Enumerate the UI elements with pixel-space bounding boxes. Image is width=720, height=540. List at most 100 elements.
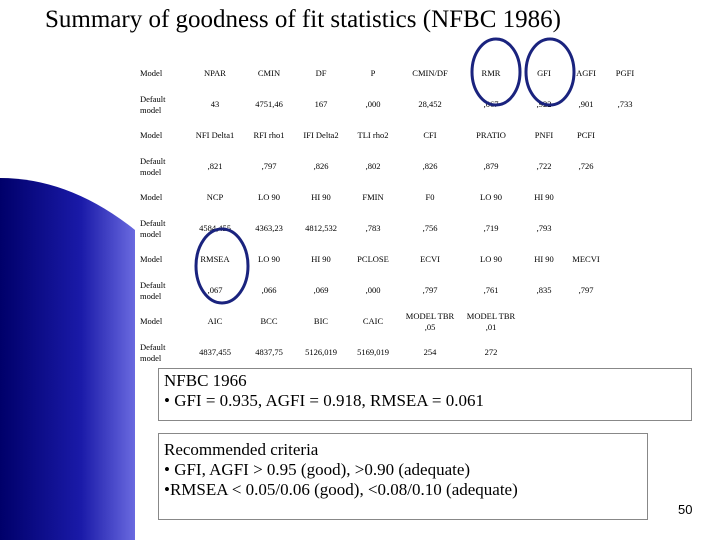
table-cell: ,069 [313, 285, 329, 296]
text-line: •RMSEA < 0.05/0.06 (good), <0.08/0.10 (a… [164, 480, 518, 499]
table-cell: MODEL TBR ,01 [466, 310, 516, 332]
table-cell: 4363,23 [255, 223, 283, 234]
table-row: Model AIC BCC BIC CAIC MODEL TBR ,05 MODEL TBR… [135, 306, 645, 337]
table-cell: ,797 [578, 285, 594, 296]
table-cell: Model [140, 192, 163, 203]
table-cell: Model [140, 68, 163, 79]
text-line: NFBC 1966 [164, 371, 247, 390]
table-cell: ,066 [261, 285, 277, 296]
table-cell: AIC [207, 316, 223, 327]
empty-cell [605, 182, 645, 213]
table-cell: Default model [140, 93, 166, 115]
table-cell: PRATIO [476, 130, 506, 141]
table-row: Default model 4837,455 4837,75 5126,019 5169… [135, 337, 645, 368]
table-row: Default model ,821 ,797 ,826 ,802 ,826 ,879 ,72… [135, 151, 645, 182]
table-cell: ,797 [422, 285, 438, 296]
table-cell: ,726 [578, 161, 594, 172]
table-cell: CFI [423, 130, 437, 141]
table-cell: 28,452 [418, 99, 442, 110]
table-cell: Default model [140, 217, 166, 239]
table-cell: ,826 [422, 161, 438, 172]
table-cell: Model [140, 254, 163, 265]
empty-cell [605, 337, 645, 368]
table-cell: Default model [140, 279, 166, 301]
table-cell: IFI Delta2 [303, 130, 339, 141]
table-cell: MECVI [572, 254, 600, 265]
table-cell: PCFI [577, 130, 595, 141]
table-cell: ,802 [365, 161, 381, 172]
table-cell: ,826 [313, 161, 329, 172]
empty-cell [521, 337, 567, 368]
table-cell: ,835 [536, 285, 552, 296]
table-cell: LO 90 [480, 192, 502, 203]
table-row: Model NFI Delta1 RFI rho1 IFI Delta2 TLI rho… [135, 120, 645, 151]
table-cell: MODEL TBR ,05 [405, 310, 455, 332]
title: Summary of goodness of fit statistics (N… [45, 6, 561, 33]
table-row: Model RMSEA LO 90 HI 90 PCLOSE ECVI LO 90 HI 90… [135, 244, 645, 275]
table-cell: BCC [260, 316, 278, 327]
table-cell: LO 90 [258, 192, 280, 203]
table-cell: HI 90 [534, 254, 554, 265]
table-cell: NCP [206, 192, 224, 203]
empty-cell [605, 244, 645, 275]
empty-cell [567, 213, 605, 244]
table-cell: ,793 [536, 223, 552, 234]
table-cell: ,797 [261, 161, 277, 172]
table-cell: 4584,455 [199, 223, 231, 234]
table-cell: PGFI [615, 68, 635, 79]
table-cell: 4751,46 [255, 99, 283, 110]
table-cell: CMIN [257, 68, 281, 79]
text-line: • GFI, AGFI > 0.95 (good), >0.90 (adequa… [164, 460, 471, 479]
table-cell: NPAR [204, 68, 226, 79]
table-cell: Model [140, 130, 163, 141]
table-cell: Model [140, 316, 163, 327]
table-cell: Default model [140, 155, 166, 177]
table-cell: ,733 [617, 99, 633, 110]
table-cell: ,879 [483, 161, 499, 172]
table-cell: DF [315, 68, 327, 79]
table-cell: ,000 [365, 285, 381, 296]
table-row: Model NPAR CMIN DF P CMIN/DF RMR GFI AGFI PGFI [135, 58, 645, 89]
text-box: Recommended criteria • GFI, AGFI > 0.95 (… [158, 433, 648, 520]
empty-cell [567, 337, 605, 368]
table-cell: 272 [484, 347, 498, 358]
table-cell: ,922 [536, 99, 552, 110]
table-cell: BIC [313, 316, 329, 327]
table-cell: CAIC [362, 316, 384, 327]
table-cell: GFI [537, 68, 551, 79]
table-cell: RFI rho1 [253, 130, 285, 141]
table-cell: ,719 [483, 223, 499, 234]
table-cell: ,067 [483, 99, 499, 110]
table-cell: ,761 [483, 285, 499, 296]
text-box: NFBC 1966 • GFI = 0.935, AGFI = 0.918, RM… [158, 368, 692, 421]
table-cell: ,901 [578, 99, 594, 110]
table-row: Model NCP LO 90 HI 90 FMIN F0 LO 90 HI 90 [135, 182, 645, 213]
blue-band [0, 178, 135, 540]
table-cell: PCLOSE [357, 254, 389, 265]
table-cell: ,067 [207, 285, 223, 296]
table-cell: ,000 [365, 99, 381, 110]
table-cell: HI 90 [311, 254, 331, 265]
page-number: 50 [678, 502, 693, 517]
empty-cell [567, 182, 605, 213]
table-cell: HI 90 [311, 192, 331, 203]
table-cell: RMSEA [200, 254, 230, 265]
table-cell: ,756 [422, 223, 438, 234]
empty-cell [567, 306, 605, 337]
table-cell: HI 90 [534, 192, 554, 203]
table-row: Default model 43 4751,46 167 ,000 28,452 ,067,… [135, 89, 645, 120]
table-cell: 5169,019 [357, 347, 389, 358]
table-cell: ,783 [365, 223, 381, 234]
empty-cell [605, 151, 645, 182]
fit-table: Model NPAR CMIN DF P CMIN/DF RMR GFI AGFI PGFI Def… [135, 58, 645, 368]
table-cell: 4812,532 [305, 223, 337, 234]
table-cell: P [370, 68, 376, 79]
text-line: Recommended criteria [164, 440, 319, 459]
table-cell: FMIN [362, 192, 384, 203]
table-cell: ,821 [207, 161, 223, 172]
table-cell: CMIN/DF [412, 68, 448, 79]
table-cell: 43 [210, 99, 220, 110]
table-cell: F0 [425, 192, 435, 203]
